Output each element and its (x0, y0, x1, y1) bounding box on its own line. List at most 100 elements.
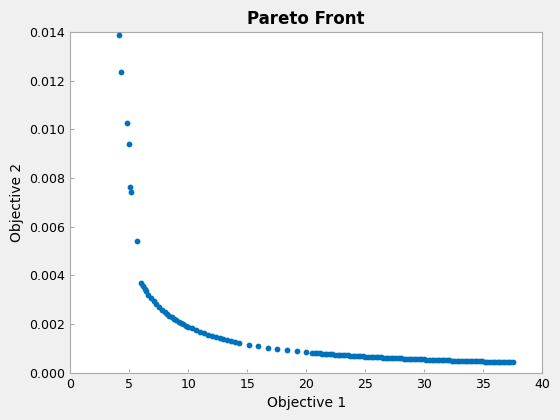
Point (235, 339, 244, 346)
Point (227, 338, 236, 344)
Point (123, 120, 132, 127)
Point (231, 339, 240, 345)
Point (181, 322, 190, 329)
Point (419, 356, 428, 363)
Point (432, 357, 441, 363)
Point (179, 321, 188, 328)
X-axis label: Objective 1: Objective 1 (267, 396, 346, 410)
Point (328, 351, 337, 358)
Point (152, 301, 161, 308)
Point (473, 358, 482, 365)
Point (384, 354, 393, 361)
Point (330, 351, 339, 358)
Point (468, 358, 477, 365)
Point (447, 357, 456, 364)
Point (394, 355, 403, 362)
Point (125, 140, 134, 147)
Point (307, 349, 316, 356)
Point (440, 357, 449, 364)
Point (501, 359, 510, 365)
Point (320, 350, 329, 357)
Point (174, 318, 183, 325)
Point (506, 359, 515, 365)
Point (176, 320, 185, 327)
Point (437, 357, 446, 363)
Point (141, 287, 150, 294)
Point (435, 357, 444, 363)
Point (463, 358, 472, 365)
Point (333, 352, 342, 358)
Title: Pareto Front: Pareto Front (248, 10, 365, 28)
Point (376, 354, 385, 361)
Point (460, 357, 469, 364)
Point (140, 286, 149, 292)
Point (162, 310, 171, 317)
Point (302, 349, 311, 355)
Point (450, 357, 459, 364)
Point (455, 357, 464, 364)
Point (379, 354, 388, 361)
Point (318, 350, 327, 357)
Point (310, 349, 319, 356)
Point (155, 304, 164, 310)
Point (127, 189, 136, 196)
Point (488, 358, 497, 365)
Point (493, 359, 502, 365)
Point (414, 356, 423, 362)
Point (407, 356, 416, 362)
Point (399, 355, 408, 362)
Point (323, 351, 332, 357)
Point (412, 356, 421, 362)
Point (315, 350, 324, 357)
Point (292, 348, 301, 354)
Point (480, 358, 489, 365)
Point (199, 330, 208, 336)
Point (389, 355, 398, 362)
Point (138, 283, 147, 289)
Point (172, 317, 181, 324)
Point (165, 312, 174, 319)
Point (219, 336, 228, 342)
Point (417, 356, 426, 363)
Point (203, 331, 212, 338)
Point (409, 356, 418, 362)
Point (132, 238, 141, 245)
Point (486, 358, 494, 365)
Point (424, 356, 433, 363)
Point (452, 357, 461, 364)
Point (254, 343, 263, 349)
Point (273, 346, 282, 352)
Point (470, 358, 479, 365)
Point (346, 352, 354, 359)
Point (371, 354, 380, 360)
Point (244, 341, 253, 348)
Y-axis label: Objective 2: Objective 2 (10, 163, 24, 242)
Point (137, 280, 146, 286)
Point (508, 359, 517, 366)
Point (363, 353, 372, 360)
Point (483, 358, 492, 365)
Point (167, 314, 176, 321)
Point (335, 352, 344, 358)
Point (116, 69, 125, 76)
Point (353, 353, 362, 360)
Point (404, 355, 413, 362)
Point (356, 353, 365, 360)
Point (442, 357, 451, 364)
Point (422, 356, 431, 363)
Point (263, 344, 272, 351)
Point (126, 183, 135, 190)
Point (391, 355, 400, 362)
Point (491, 358, 500, 365)
Point (348, 352, 357, 359)
Point (147, 295, 156, 302)
Point (386, 354, 395, 361)
Point (445, 357, 454, 364)
Point (465, 358, 474, 365)
Point (396, 355, 405, 362)
Point (458, 357, 466, 364)
Point (191, 327, 200, 333)
Point (338, 352, 347, 359)
Point (312, 350, 321, 357)
Point (160, 309, 169, 315)
